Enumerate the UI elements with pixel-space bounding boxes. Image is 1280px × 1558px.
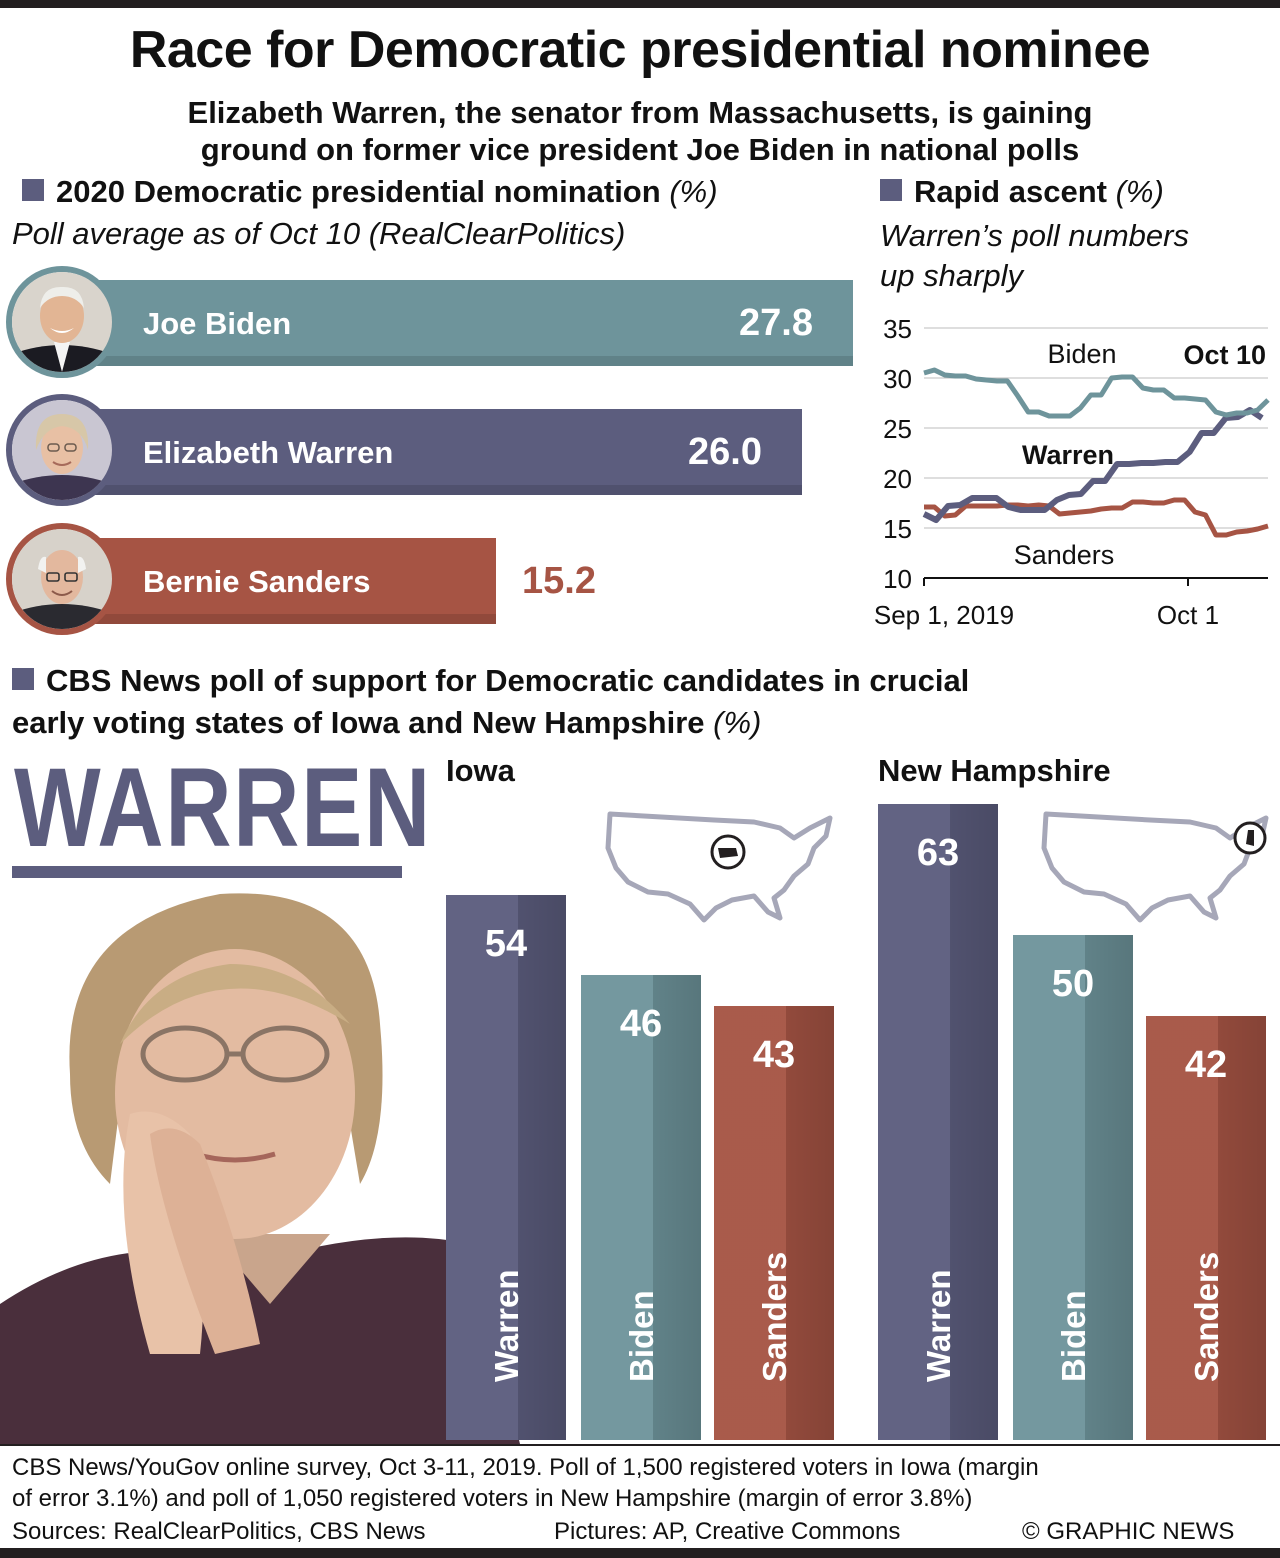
subtitle-line-2: ground on former vice president Joe Bide…: [200, 132, 1080, 167]
iowa-bar-biden: 46 Biden: [581, 975, 701, 1440]
nh-bar-warren: 63 Warren: [878, 804, 998, 1440]
y-tick-label: 15: [883, 514, 912, 544]
iowa-label-sanders: Sanders: [756, 1251, 793, 1382]
biden-portrait-icon: [12, 272, 112, 372]
survey-note-line-2: of error 3.1%) and poll of 1,050 registe…: [12, 1485, 973, 1512]
survey-note-line-1: CBS News/YouGov online survey, Oct 3-11,…: [12, 1454, 1039, 1481]
section1-heading: 2020 Democratic presidential nomination …: [22, 174, 718, 210]
section1-subtitle: Poll average as of Oct 10 (RealClearPoli…: [12, 216, 626, 251]
section1-title: 2020 Democratic presidential nomination: [56, 174, 661, 209]
bar-label-sanders: Bernie Sanders: [143, 564, 371, 599]
footer-rule: [0, 1444, 1280, 1446]
section2-title: Rapid ascent: [914, 174, 1107, 209]
warren-photo: [6, 394, 118, 506]
section2-subtitle-line-1: Warren’s poll numbers: [880, 218, 1189, 253]
series-line-biden: [923, 367, 1270, 419]
bar-value-sanders: 15.2: [522, 560, 596, 602]
bar-biden: [66, 280, 853, 366]
section-marker: [12, 668, 34, 690]
us-map-new-hampshire-icon: [1041, 811, 1269, 923]
warren-portrait-icon: [12, 400, 112, 500]
pictures-credit: Pictures: AP, Creative Commons: [554, 1518, 901, 1545]
y-tick-label: 20: [883, 464, 912, 494]
iowa-label-warren: Warren: [488, 1269, 525, 1382]
iowa-bar-warren: 54 Warren: [446, 895, 566, 1440]
iowa-value-warren: 54: [484, 923, 528, 965]
series-label-sanders: Sanders: [1014, 540, 1115, 570]
graphic-news-credit: © GRAPHIC NEWS: [1022, 1518, 1235, 1545]
nh-label-biden: Biden: [1055, 1290, 1092, 1382]
warren-logo-underline: [12, 866, 402, 878]
top-rule: [0, 0, 1280, 8]
iowa-bar-sanders: 43 Sanders: [714, 1006, 834, 1440]
survey-note: CBS News/YouGov online survey, Oct 3-11,…: [12, 1452, 1039, 1514]
iowa-label-biden: Biden: [623, 1290, 660, 1382]
nh-bar-sanders: 42 Sanders: [1146, 1016, 1266, 1440]
y-tick-label: 25: [883, 414, 912, 444]
section-marker: [880, 179, 902, 201]
iowa-value-sanders: 43: [752, 1034, 796, 1076]
sanders-photo: [6, 523, 118, 635]
nh-label-sanders: Sanders: [1188, 1251, 1225, 1382]
series-line-sanders: [924, 497, 1269, 538]
section1-unit: (%): [669, 174, 718, 209]
iowa-value-biden: 46: [619, 1003, 663, 1045]
nh-value-warren: 63: [916, 832, 960, 874]
subtitle-line-1: Elizabeth Warren, the senator from Massa…: [187, 95, 1093, 130]
sources-credit: Sources: RealClearPolitics, CBS News: [12, 1518, 426, 1545]
bottom-rule: [0, 1548, 1280, 1558]
section2-heading: Rapid ascent (%): [880, 174, 1164, 210]
bar-value-biden: 27.8: [739, 302, 813, 344]
warren-clapping-photo: [0, 893, 520, 1444]
y-tick-label: 35: [883, 314, 912, 344]
series-line-warren: [922, 407, 1264, 523]
bar-label-warren: Elizabeth Warren: [143, 435, 394, 470]
bar-value-warren: 26.0: [688, 431, 762, 473]
y-tick-label: 10: [883, 564, 912, 594]
iowa-title: Iowa: [446, 753, 515, 788]
y-tick-label: 30: [883, 364, 912, 394]
section3-title-line-1: CBS News poll of support for Democratic …: [46, 663, 970, 698]
page-title: Race for Democratic presidential nominee: [129, 21, 1151, 79]
new-hampshire-title: New Hampshire: [878, 753, 1111, 788]
rapid-ascent-line-chart: 35 30 25 20 15 10 Sep 1, 2019 Oct 1 Biden Warren S…: [874, 314, 1270, 630]
x-tick-label: Oct 1: [1157, 600, 1219, 630]
warren-logo: WARREN: [14, 745, 433, 870]
nh-bar-biden: 50 Biden: [1013, 935, 1133, 1440]
oct-10-annotation: Oct 10: [1183, 340, 1266, 370]
section3-heading: CBS News poll of support for Democratic …: [12, 660, 969, 744]
nh-value-sanders: 42: [1184, 1044, 1228, 1086]
bar-sanders: [66, 538, 496, 624]
section3-unit: (%): [713, 705, 762, 740]
biden-photo: [6, 266, 118, 378]
us-map-iowa-icon: [605, 811, 833, 923]
bar-label-biden: Joe Biden: [143, 306, 292, 341]
section-marker: [22, 179, 44, 201]
section2-unit: (%): [1115, 174, 1164, 209]
sanders-portrait-icon: [12, 529, 112, 629]
page-subtitle: Elizabeth Warren, the senator from Massa…: [60, 94, 1220, 168]
section2-subtitle: Warren’s poll numbers up sharply: [880, 216, 1189, 296]
section2-subtitle-line-2: up sharply: [880, 258, 1024, 293]
section3-title-line-2: early voting states of Iowa and New Hamp…: [12, 705, 705, 740]
x-tick-label: Sep 1, 2019: [874, 600, 1014, 630]
nh-value-biden: 50: [1051, 963, 1095, 1005]
series-label-biden: Biden: [1047, 339, 1116, 369]
nh-label-warren: Warren: [920, 1269, 957, 1382]
bar-warren: [66, 409, 802, 495]
series-label-warren: Warren: [1022, 440, 1114, 470]
